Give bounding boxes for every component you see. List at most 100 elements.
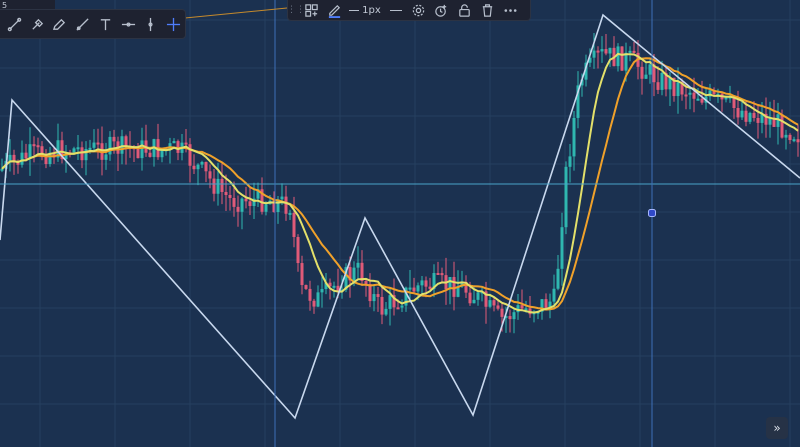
text-icon bbox=[100, 18, 111, 30]
candle-body bbox=[260, 189, 264, 212]
candle-body bbox=[540, 299, 544, 312]
candle-body bbox=[184, 142, 188, 145]
horizontal-line-tool[interactable] bbox=[117, 11, 140, 37]
candle-body bbox=[556, 268, 560, 289]
candle-body bbox=[492, 300, 496, 306]
candle-body bbox=[124, 136, 128, 147]
candle-body bbox=[688, 92, 692, 95]
candle-body bbox=[616, 46, 620, 67]
candle-body bbox=[308, 288, 312, 301]
highlighter-icon bbox=[53, 18, 66, 30]
delete-button[interactable] bbox=[476, 0, 499, 23]
line-width-label: 1px bbox=[362, 4, 381, 16]
candle-body bbox=[664, 72, 668, 90]
candle-body bbox=[640, 66, 644, 79]
candle-body bbox=[648, 64, 652, 75]
candle-body bbox=[328, 282, 332, 287]
highlighter-tool[interactable] bbox=[49, 11, 72, 37]
candle-body bbox=[620, 46, 624, 71]
candle-body bbox=[40, 146, 44, 158]
add-alert-button[interactable] bbox=[430, 0, 453, 23]
candle-body bbox=[60, 140, 64, 160]
zigzag-line[interactable] bbox=[0, 13, 800, 420]
candle-body bbox=[56, 140, 60, 158]
candle-body bbox=[608, 47, 612, 54]
lock-icon bbox=[459, 3, 470, 17]
candle-body bbox=[424, 280, 428, 287]
candle-body bbox=[284, 196, 288, 214]
candle-body bbox=[752, 112, 756, 118]
candle-body bbox=[32, 144, 36, 147]
candle-body bbox=[324, 282, 328, 290]
candle-body bbox=[656, 82, 660, 90]
candle-body bbox=[472, 299, 476, 304]
candle-body bbox=[48, 152, 52, 164]
candle-body bbox=[408, 287, 412, 290]
candle-body bbox=[200, 161, 204, 165]
candle-body bbox=[488, 300, 492, 307]
candle-body bbox=[568, 156, 572, 167]
candle-body bbox=[668, 77, 672, 90]
candle-body bbox=[360, 262, 364, 281]
candle-body bbox=[228, 195, 232, 198]
candle-body bbox=[628, 50, 632, 53]
candle-body bbox=[232, 197, 236, 207]
candle-body bbox=[456, 286, 460, 297]
chevrons-right-icon: » bbox=[773, 421, 781, 435]
ray-tool[interactable] bbox=[71, 11, 94, 37]
candle-body bbox=[240, 198, 244, 212]
candle-body bbox=[580, 79, 584, 86]
more-button[interactable] bbox=[499, 0, 522, 23]
candle-body bbox=[280, 196, 284, 200]
candle-body bbox=[448, 277, 452, 290]
templates-button[interactable] bbox=[300, 0, 323, 23]
line-style-button[interactable] bbox=[384, 0, 407, 23]
candle-body bbox=[72, 148, 76, 154]
candle-body bbox=[748, 112, 752, 122]
candle-body bbox=[356, 262, 360, 268]
text-tool[interactable] bbox=[94, 11, 117, 37]
candle-body bbox=[700, 98, 704, 103]
line-width-button[interactable]: 1px bbox=[346, 0, 384, 23]
candle-body bbox=[524, 308, 528, 311]
candle-body bbox=[592, 50, 596, 58]
candle-body bbox=[392, 295, 396, 308]
candle-body bbox=[652, 64, 656, 83]
line-color-button[interactable] bbox=[323, 0, 346, 23]
candle-body bbox=[24, 152, 28, 159]
candle-body bbox=[644, 74, 648, 79]
candle-body bbox=[224, 191, 228, 196]
candle-body bbox=[500, 308, 504, 317]
candle-body bbox=[780, 114, 784, 138]
candle-body bbox=[272, 200, 276, 213]
candle-body bbox=[460, 281, 464, 287]
candle-body bbox=[716, 93, 720, 96]
trend-line-tool[interactable] bbox=[3, 11, 26, 37]
drawing-anchor-point[interactable] bbox=[648, 209, 656, 217]
settings-button[interactable] bbox=[407, 0, 430, 23]
candle-body bbox=[432, 273, 436, 289]
scroll-to-realtime-button[interactable]: » bbox=[766, 417, 788, 439]
candle-body bbox=[692, 92, 696, 99]
candle-body bbox=[168, 143, 172, 150]
candle-body bbox=[188, 144, 192, 166]
vertical-line-tool[interactable] bbox=[140, 11, 163, 37]
lock-button[interactable] bbox=[453, 0, 476, 23]
candle-body bbox=[452, 277, 456, 297]
candle-body bbox=[208, 171, 212, 179]
drag-handle-icon[interactable]: ⋮⋮ bbox=[287, 5, 305, 15]
ray-icon bbox=[76, 17, 89, 31]
candle-body bbox=[712, 90, 716, 95]
candle-body bbox=[0, 168, 4, 171]
crosshair-tool[interactable] bbox=[162, 11, 185, 37]
candle-body bbox=[756, 117, 760, 123]
candle-body bbox=[220, 178, 224, 192]
candle-body bbox=[792, 139, 796, 142]
candle-body bbox=[776, 114, 780, 127]
candle-body bbox=[512, 312, 516, 320]
candle-body bbox=[52, 152, 56, 158]
crosshair-icon bbox=[167, 17, 181, 31]
brush-tool[interactable] bbox=[26, 11, 49, 37]
candle-body bbox=[796, 139, 800, 143]
